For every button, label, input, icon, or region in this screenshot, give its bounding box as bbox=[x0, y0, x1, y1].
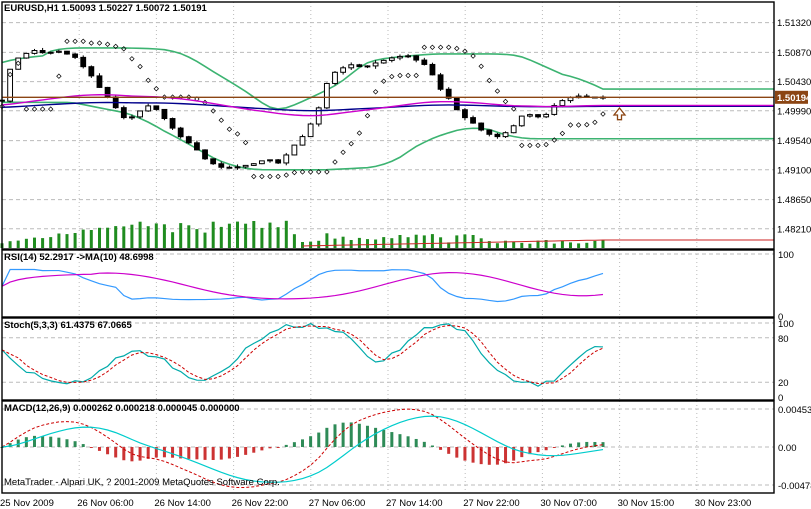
svg-text:-0.00478: -0.00478 bbox=[778, 481, 811, 492]
svg-text:30 Nov 07:00: 30 Nov 07:00 bbox=[540, 498, 597, 509]
svg-text:25 Nov 2009: 25 Nov 2009 bbox=[0, 498, 54, 509]
svg-text:MACD(12,26,9) 0.000262 0.0002: MACD(12,26,9) 0.000262 0.000218 0.000045… bbox=[4, 403, 240, 414]
svg-text:RSI(14) 52.2917 ->MA(10) 48.6: RSI(14) 52.2917 ->MA(10) 48.6998 bbox=[4, 252, 154, 263]
svg-text:26 Nov 06:00: 26 Nov 06:00 bbox=[77, 498, 134, 509]
svg-text:1.49540: 1.49540 bbox=[777, 136, 811, 147]
svg-text:80: 80 bbox=[778, 334, 789, 345]
svg-text:1.50194: 1.50194 bbox=[777, 93, 811, 104]
svg-text:1.48650: 1.48650 bbox=[777, 195, 811, 206]
svg-text:20: 20 bbox=[778, 378, 789, 389]
svg-text:1.48210: 1.48210 bbox=[777, 224, 811, 235]
svg-text:30 Nov 23:00: 30 Nov 23:00 bbox=[695, 498, 752, 509]
svg-text:1.49990: 1.49990 bbox=[777, 106, 811, 117]
svg-text:Stoch(5,3,3) 61.4375 67.0665: Stoch(5,3,3) 61.4375 67.0665 bbox=[4, 320, 133, 331]
svg-text:100: 100 bbox=[778, 319, 794, 330]
svg-text:26 Nov 14:00: 26 Nov 14:00 bbox=[154, 498, 211, 509]
svg-text:0: 0 bbox=[778, 393, 783, 404]
svg-text:27 Nov 06:00: 27 Nov 06:00 bbox=[309, 498, 366, 509]
svg-text:30 Nov 15:00: 30 Nov 15:00 bbox=[618, 498, 675, 509]
svg-text:1.51320: 1.51320 bbox=[777, 18, 811, 29]
svg-text:1.49100: 1.49100 bbox=[777, 165, 811, 176]
svg-text:0.00453: 0.00453 bbox=[778, 405, 811, 416]
svg-text:1.50870: 1.50870 bbox=[777, 48, 811, 59]
svg-text:27 Nov 14:00: 27 Nov 14:00 bbox=[386, 498, 443, 509]
svg-text:0.00: 0.00 bbox=[778, 443, 797, 454]
svg-text:1.50430: 1.50430 bbox=[777, 77, 811, 88]
svg-text:26 Nov 22:00: 26 Nov 22:00 bbox=[232, 498, 289, 509]
svg-text:MetaTrader - Alpari UK, ? 2001: MetaTrader - Alpari UK, ? 2001-2009 Meta… bbox=[4, 477, 280, 488]
svg-text:100: 100 bbox=[778, 250, 794, 261]
svg-text:EURUSD,H1 1.50093 1.50227 1.5: EURUSD,H1 1.50093 1.50227 1.50072 1.5019… bbox=[4, 3, 208, 14]
svg-text:27 Nov 22:00: 27 Nov 22:00 bbox=[463, 498, 520, 509]
